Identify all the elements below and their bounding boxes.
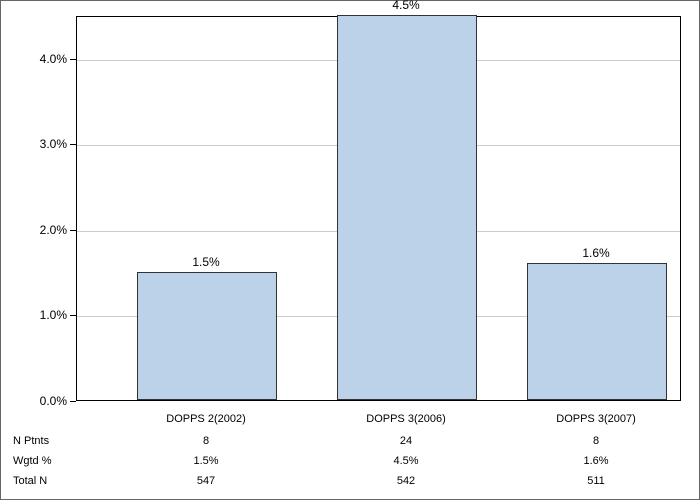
bar: [137, 272, 277, 400]
ytick-mark: [70, 144, 76, 145]
xcategory-label: DOPPS 2(2002): [166, 413, 245, 425]
bar-value-label: 4.5%: [392, 0, 419, 12]
table-cell: 24: [400, 435, 412, 447]
table-cell: 1.6%: [583, 455, 608, 467]
bar-value-label: 1.5%: [192, 255, 219, 269]
xcategory-label: DOPPS 3(2006): [366, 413, 445, 425]
ytick-mark: [70, 230, 76, 231]
ytick-label: 4.0%: [17, 52, 67, 66]
table-cell: 8: [593, 435, 599, 447]
table-cell: 4.5%: [393, 455, 418, 467]
table-cell: 8: [203, 435, 209, 447]
ytick-mark: [70, 59, 76, 60]
chart-container: 0.0% 1.0% 2.0% 3.0% 4.0% 1.5% 4.5% 1.6% DOPPS 2(…: [0, 0, 700, 500]
ytick-label: 3.0%: [17, 137, 67, 151]
ytick-label: 0.0%: [17, 394, 67, 408]
table-row-label: N Ptnts: [13, 435, 49, 447]
table-cell: 1.5%: [193, 455, 218, 467]
ytick-label: 2.0%: [17, 223, 67, 237]
table-cell: 542: [397, 475, 415, 487]
bar-value-label: 1.6%: [582, 246, 609, 260]
plot-area: [76, 16, 681, 401]
xcategory-label: DOPPS 3(2007): [556, 413, 635, 425]
ytick-mark: [70, 401, 76, 402]
ytick-mark: [70, 315, 76, 316]
bar: [527, 263, 667, 400]
table-cell: 547: [197, 475, 215, 487]
table-cell: 511: [587, 475, 605, 487]
bar: [337, 15, 477, 400]
table-row-label: Wgtd %: [13, 455, 52, 467]
ytick-label: 1.0%: [17, 308, 67, 322]
table-row-label: Total N: [13, 475, 47, 487]
